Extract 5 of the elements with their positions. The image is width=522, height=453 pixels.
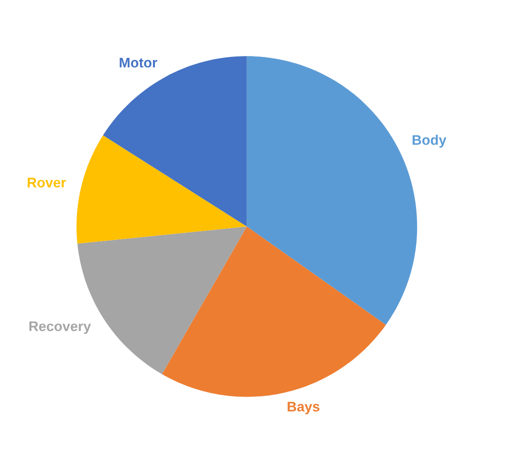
slice-label: Body: [412, 134, 446, 148]
slice-label: Recovery: [29, 321, 91, 334]
slice-label: Motor: [120, 58, 158, 68]
slice-label: Bays: [288, 402, 320, 414]
slice-label: Rover: [28, 178, 66, 188]
